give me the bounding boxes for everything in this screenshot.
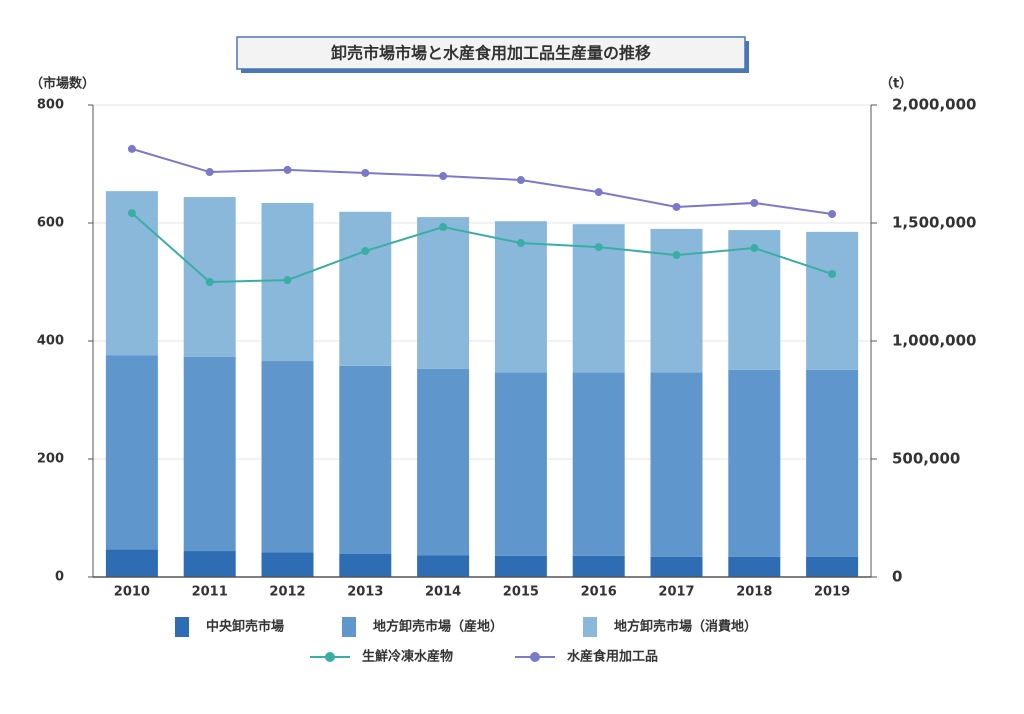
bar: [494, 555, 547, 577]
bar: [183, 356, 236, 552]
point: [439, 223, 448, 232]
point: [361, 168, 370, 177]
title-box: [236, 36, 746, 70]
y2-tick-label: 0: [892, 568, 902, 586]
bar: [572, 372, 625, 556]
bar: [261, 361, 314, 553]
bar: [650, 556, 703, 577]
legend-label: 地方卸売市場（消費地）: [614, 619, 757, 635]
y-tick-label: 800: [37, 98, 64, 113]
point: [127, 144, 136, 153]
x-tick-label: 2011: [192, 585, 228, 600]
bar: [339, 553, 392, 577]
bar: [105, 355, 158, 550]
bar: [417, 368, 470, 556]
x-tick-label: 2019: [814, 585, 850, 600]
legend-label: 地方卸売市場（産地）: [373, 619, 503, 635]
point: [594, 188, 603, 197]
y-tick-label: 0: [55, 570, 64, 585]
point: [283, 165, 292, 174]
point: [283, 276, 292, 285]
legend-label: 生鮮冷凍水産物: [362, 649, 453, 665]
point: [750, 198, 759, 207]
x-tick-label: 2010: [114, 585, 150, 600]
x-tick-label: 2016: [581, 585, 617, 600]
y2-tick-label: 1,000,000: [892, 332, 976, 350]
chart-title: 卸売市場市場と水産食用加工品生産量の推移: [331, 44, 651, 63]
bar: [650, 372, 703, 557]
point: [828, 210, 837, 219]
bar: [572, 555, 625, 577]
line: [131, 147, 833, 216]
y-tick-label: 400: [37, 334, 64, 349]
point: [594, 243, 603, 252]
legend-swatch: [342, 617, 356, 637]
y-axis-label: （市場数）: [30, 76, 95, 92]
legend-dot: [530, 652, 540, 662]
point: [516, 176, 525, 185]
bar: [728, 369, 781, 557]
bar: [183, 197, 236, 357]
bar: [105, 549, 158, 577]
y2-tick-label: 500,000: [892, 450, 960, 468]
bar: [339, 211, 392, 366]
bar: [417, 555, 470, 577]
y-tick-label: 600: [37, 216, 64, 231]
line: [131, 212, 833, 284]
x-tick-label: 2015: [503, 585, 539, 600]
point: [750, 244, 759, 253]
y2-axis-label: （t）: [880, 76, 912, 92]
point: [516, 239, 525, 248]
bar: [417, 217, 470, 369]
x-tick-label: 2018: [736, 585, 772, 600]
bar: [806, 369, 859, 557]
bar: [728, 556, 781, 577]
legend-swatch: [583, 617, 597, 637]
point: [439, 172, 448, 181]
x-tick-label: 2014: [425, 585, 461, 600]
y2-tick-label: 1,500,000: [892, 214, 976, 232]
x-tick-label: 2012: [269, 585, 305, 600]
point: [127, 209, 136, 218]
bar: [339, 365, 392, 554]
point: [828, 269, 837, 278]
legend-label: 中央卸売市場: [206, 619, 284, 635]
legend-label: 水産食用加工品: [567, 649, 658, 665]
y2-tick-label: 2,000,000: [892, 96, 976, 114]
point: [672, 202, 681, 211]
legend-swatch: [175, 617, 189, 637]
y-tick-label: 200: [37, 452, 64, 467]
x-tick-label: 2017: [658, 585, 694, 600]
bar: [105, 191, 158, 356]
bar: [806, 231, 859, 370]
bar: [261, 552, 314, 577]
bar: [650, 228, 703, 373]
point: [205, 168, 214, 177]
bar: [183, 551, 236, 577]
legend-dot: [325, 652, 335, 662]
point: [672, 251, 681, 260]
point: [361, 247, 370, 256]
bar: [806, 556, 859, 577]
x-tick-label: 2013: [347, 585, 383, 600]
bar: [494, 372, 547, 556]
point: [205, 278, 214, 286]
